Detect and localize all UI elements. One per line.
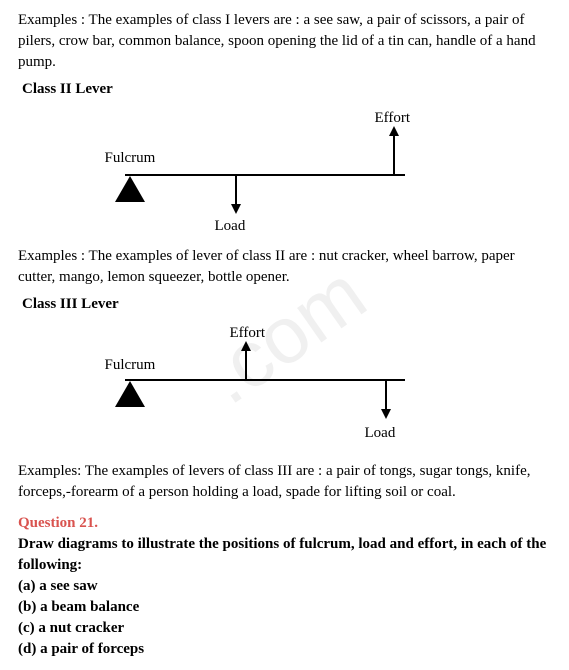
effort-arrow-shaft [245, 349, 247, 379]
option-b: (b) a beam balance [18, 597, 551, 618]
class3-heading: Class III Lever [22, 294, 551, 315]
class3-diagram: Effort Fulcrum Load [85, 323, 485, 453]
class2-diagram: Effort Fulcrum Load [85, 108, 485, 238]
load-arrow-head [381, 409, 391, 419]
load-arrow-shaft [235, 176, 237, 206]
option-a: (a) a see saw [18, 576, 551, 597]
fulcrum-label: Fulcrum [105, 148, 156, 169]
class2-heading: Class II Lever [22, 79, 551, 100]
class2-examples: Examples : The examples of lever of clas… [18, 246, 551, 288]
fulcrum-triangle [115, 176, 145, 202]
option-c: (c) a nut cracker [18, 618, 551, 639]
load-arrow-shaft [385, 381, 387, 411]
effort-arrow-shaft [393, 134, 395, 174]
class3-examples: Examples: The examples of levers of clas… [18, 461, 551, 503]
class1-examples: Examples : The examples of class I lever… [18, 10, 551, 73]
load-label: Load [215, 216, 246, 237]
load-arrow-head [231, 204, 241, 214]
lever-bar [125, 379, 405, 381]
option-d: (d) a pair of forceps [18, 639, 551, 660]
question-number: Question 21. [18, 515, 98, 531]
fulcrum-triangle [115, 381, 145, 407]
question-text: Draw diagrams to illustrate the position… [18, 534, 551, 576]
load-label: Load [365, 423, 396, 444]
fulcrum-label: Fulcrum [105, 355, 156, 376]
lever-bar [125, 174, 405, 176]
